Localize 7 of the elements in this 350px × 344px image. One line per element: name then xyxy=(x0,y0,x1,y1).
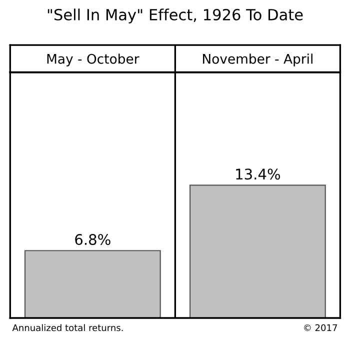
text: © 2017 xyxy=(304,324,337,332)
data-label: 13.4% xyxy=(236,168,280,180)
chart-title: "Sell In May" Effect, 1926 To Date xyxy=(48,8,303,24)
data-label: 6.8% xyxy=(75,234,110,246)
x-tick-label: November - April xyxy=(203,54,312,66)
text: Annualized total returns. xyxy=(12,324,123,332)
x-tick-label: May - October xyxy=(47,54,140,66)
